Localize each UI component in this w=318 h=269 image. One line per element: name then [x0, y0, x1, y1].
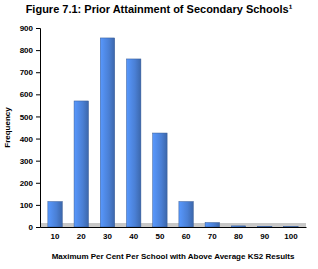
y-tick-label: 500	[20, 113, 34, 122]
plot: 0 100 200 300 400 500 600 700 800 900 10 20 30 40 50 60…	[20, 24, 307, 241]
bar	[231, 226, 245, 227]
bar	[284, 226, 298, 227]
x-tick: 50	[155, 232, 164, 241]
x-tick-label: 100	[284, 232, 298, 241]
y-tick-mark	[36, 28, 40, 29]
y-axis-line	[36, 29, 41, 228]
y-tick-mark	[36, 161, 40, 162]
y-tick: 400	[20, 135, 40, 144]
y-tick-label: 400	[20, 135, 34, 144]
x-tick-label: 60	[182, 232, 191, 241]
x-axis: 10 20 30 40 50 60 70 80 90 100	[41, 228, 307, 241]
x-tick: 10	[51, 232, 60, 241]
y-tick: 700	[20, 68, 40, 77]
y-tick-label: 0	[29, 223, 34, 232]
y-tick: 800	[20, 46, 40, 55]
bar	[205, 223, 219, 227]
bar	[74, 101, 88, 227]
bar	[153, 133, 167, 227]
x-tick-label: 20	[77, 232, 86, 241]
y-tick: 900	[20, 24, 40, 33]
y-tick-mark	[36, 94, 40, 95]
x-tick-label: 30	[103, 232, 112, 241]
bar	[126, 59, 140, 227]
y-axis: 0 100 200 300 400 500 600 700 800 900	[20, 24, 41, 232]
y-tick: 200	[20, 179, 40, 188]
y-tick: 0	[29, 223, 40, 232]
y-tick-mark	[36, 50, 40, 51]
y-tick-label: 200	[20, 179, 34, 188]
x-tick: 100	[284, 232, 298, 241]
y-tick-label: 900	[20, 24, 34, 33]
y-tick-mark	[36, 183, 40, 184]
x-tick-label: 70	[208, 232, 217, 241]
bar	[100, 38, 114, 227]
y-tick-mark	[36, 116, 40, 117]
x-tick: 40	[129, 232, 138, 241]
x-tick-label: 90	[260, 232, 269, 241]
y-tick-label: 600	[20, 90, 34, 99]
y-axis-title: Frequency	[3, 107, 12, 148]
y-tick-mark	[36, 139, 40, 140]
x-tick: 20	[77, 232, 86, 241]
y-tick-mark	[36, 227, 40, 228]
x-tick-label: 10	[51, 232, 60, 241]
y-tick-label: 300	[20, 157, 34, 166]
x-tick: 90	[260, 232, 269, 241]
bar	[179, 202, 193, 227]
y-tick-label: 700	[20, 68, 34, 77]
x-tick: 80	[234, 232, 243, 241]
x-tick: 60	[182, 232, 191, 241]
y-tick-mark	[36, 205, 40, 206]
x-tick: 30	[103, 232, 112, 241]
y-tick: 300	[20, 157, 40, 166]
y-tick: 500	[20, 113, 40, 122]
y-tick: 600	[20, 90, 40, 99]
x-tick: 70	[208, 232, 217, 241]
bars	[48, 38, 298, 227]
bar	[258, 226, 272, 227]
y-tick-label: 800	[20, 46, 34, 55]
chart: Figure 7.1: Prior Attainment of Secondar…	[0, 0, 318, 269]
x-tick-label: 40	[129, 232, 138, 241]
bar	[48, 202, 62, 227]
x-axis-line	[41, 227, 307, 228]
x-tick-label: 50	[155, 232, 164, 241]
x-tick-label: 80	[234, 232, 243, 241]
title: Figure 7.1: Prior Attainment of Secondar…	[26, 3, 293, 15]
y-tick: 100	[20, 201, 40, 210]
y-tick-label: 100	[20, 201, 34, 210]
y-tick-mark	[36, 72, 40, 73]
x-axis-title: Maximum Per Cent Per School with Above A…	[52, 252, 295, 261]
